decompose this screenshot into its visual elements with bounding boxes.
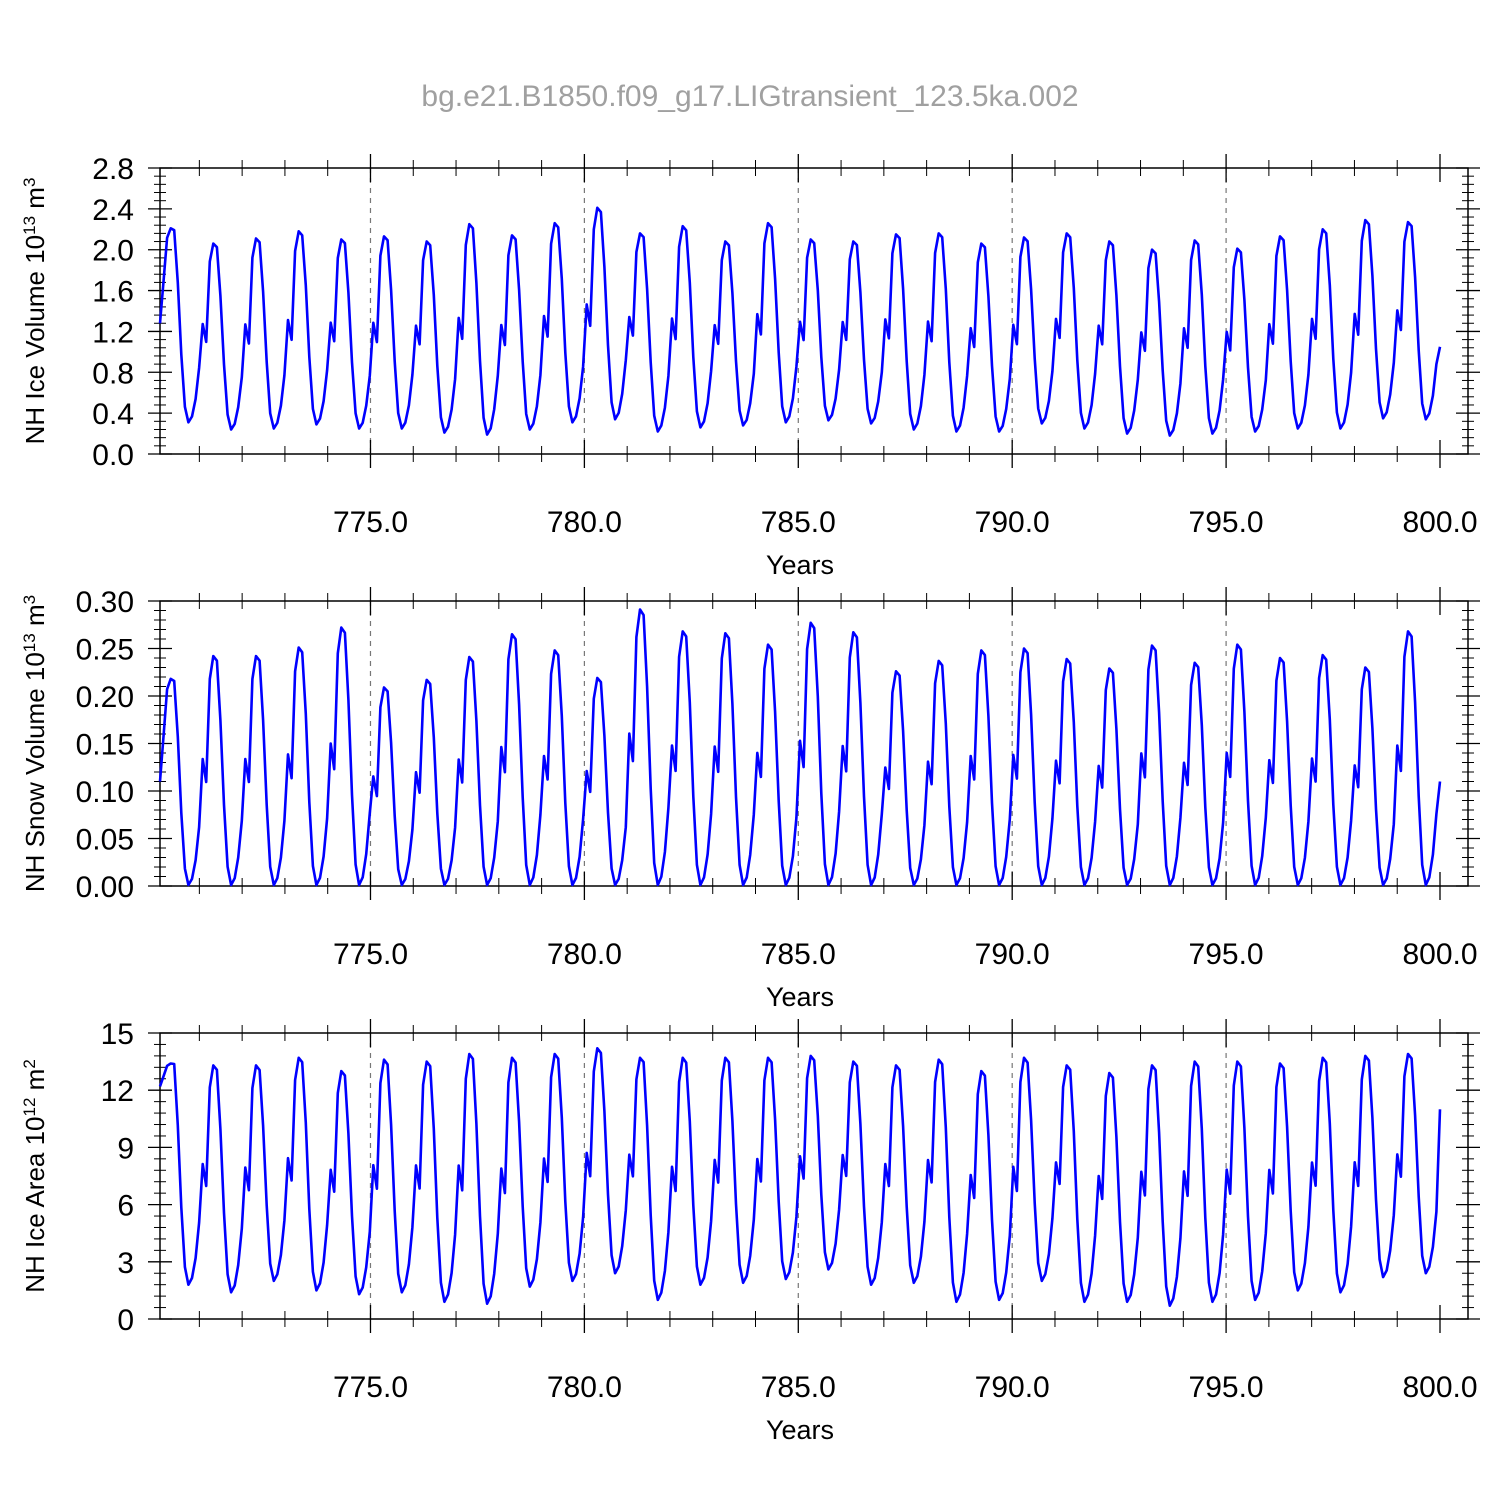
panel-ice-area: 0 3 6 9 12 15 775.0 780.0 785.0 790.0 795.0 800.0 Ye… bbox=[20, 1018, 1480, 1445]
y-tick-label: 9 bbox=[117, 1132, 134, 1165]
y-label-superscript: 3 bbox=[20, 595, 39, 604]
y-tick-label: 0.30 bbox=[76, 586, 134, 619]
y-tick-label: 1.6 bbox=[92, 276, 134, 309]
x-axis-label: Years bbox=[766, 550, 834, 580]
x-axis-label: Years bbox=[766, 982, 834, 1012]
y-tick-label: 3 bbox=[117, 1247, 134, 1280]
x-axis-label: Years bbox=[766, 1415, 834, 1445]
x-tick-label: 800.0 bbox=[1402, 506, 1477, 539]
y-tick-label: 0.0 bbox=[92, 439, 134, 472]
figure-title: bg.e21.B1850.f09_g17.LIGtransient_123.5k… bbox=[421, 80, 1078, 113]
y-tick-label: 0 bbox=[117, 1304, 134, 1337]
panel-snow-volume: 0.00 0.05 0.10 0.15 0.20 0.25 0.30 775.0 780.0 78… bbox=[20, 586, 1480, 1012]
x-tick-label: 790.0 bbox=[975, 938, 1050, 971]
series-line bbox=[158, 1047, 1442, 1307]
series-line bbox=[158, 206, 1442, 437]
y-label-text: NH Ice Volume 10 bbox=[20, 235, 50, 445]
x-tick-label: 775.0 bbox=[333, 938, 408, 971]
y-label-superscript: 12 bbox=[20, 1098, 39, 1117]
x-tick-label: 795.0 bbox=[1189, 1371, 1264, 1404]
y-tick-label: 0.8 bbox=[92, 357, 134, 390]
y-tick-label: 2.8 bbox=[92, 153, 134, 186]
y-tick-label: 12 bbox=[101, 1075, 134, 1108]
x-tick-label: 775.0 bbox=[333, 506, 408, 539]
y-label-text: m bbox=[20, 1069, 50, 1098]
x-tick-label: 795.0 bbox=[1189, 506, 1264, 539]
x-tick-label: 790.0 bbox=[975, 1371, 1050, 1404]
y-tick-label: 2.0 bbox=[92, 235, 134, 268]
y-tick-label: 0.25 bbox=[76, 634, 134, 667]
x-tick-label: 795.0 bbox=[1189, 938, 1264, 971]
y-label-text: NH Ice Area 10 bbox=[20, 1116, 50, 1292]
y-tick-label: 0.00 bbox=[76, 871, 134, 904]
plot-frame bbox=[159, 1032, 1469, 1320]
x-tick-label: 790.0 bbox=[975, 506, 1050, 539]
y-axis-label: NH Snow Volume 1013 m3 bbox=[20, 595, 51, 892]
x-tick-label: 780.0 bbox=[547, 1371, 622, 1404]
series-line bbox=[158, 608, 1442, 887]
y-label-superscript: 2 bbox=[20, 1059, 39, 1068]
y-tick-label: 0.10 bbox=[76, 776, 134, 809]
x-tick-label: 785.0 bbox=[761, 1371, 836, 1404]
x-tick-label: 800.0 bbox=[1402, 938, 1477, 971]
y-tick-label: 2.4 bbox=[92, 194, 134, 227]
y-tick-label: 0.4 bbox=[92, 398, 134, 431]
y-label-text: NH Snow Volume 10 bbox=[20, 652, 50, 892]
y-tick-label: 6 bbox=[117, 1190, 134, 1223]
y-tick-label: 1.2 bbox=[92, 316, 134, 349]
y-tick-label: 15 bbox=[101, 1018, 134, 1051]
y-label-text: m bbox=[20, 187, 50, 216]
y-axis-label: NH Ice Area 1012 m2 bbox=[20, 1059, 51, 1293]
y-label-superscript: 13 bbox=[20, 216, 39, 235]
y-tick-label: 0.20 bbox=[76, 681, 134, 714]
x-tick-label: 780.0 bbox=[547, 938, 622, 971]
y-label-text: m bbox=[20, 604, 50, 633]
x-tick-label: 780.0 bbox=[547, 506, 622, 539]
y-tick-label: 0.15 bbox=[76, 729, 134, 762]
panel-ice-volume: 0.0 0.4 0.8 1.2 1.6 2.0 2.4 2.8 775.0 780.0 785.0 7… bbox=[20, 153, 1480, 580]
y-axis-label: NH Ice Volume 1013 m3 bbox=[20, 178, 51, 445]
x-tick-label: 785.0 bbox=[761, 938, 836, 971]
x-tick-label: 800.0 bbox=[1402, 1371, 1477, 1404]
x-tick-label: 775.0 bbox=[333, 1371, 408, 1404]
y-label-superscript: 13 bbox=[20, 633, 39, 652]
y-tick-label: 0.05 bbox=[76, 824, 134, 857]
y-label-superscript: 3 bbox=[20, 178, 39, 187]
x-tick-label: 785.0 bbox=[761, 506, 836, 539]
